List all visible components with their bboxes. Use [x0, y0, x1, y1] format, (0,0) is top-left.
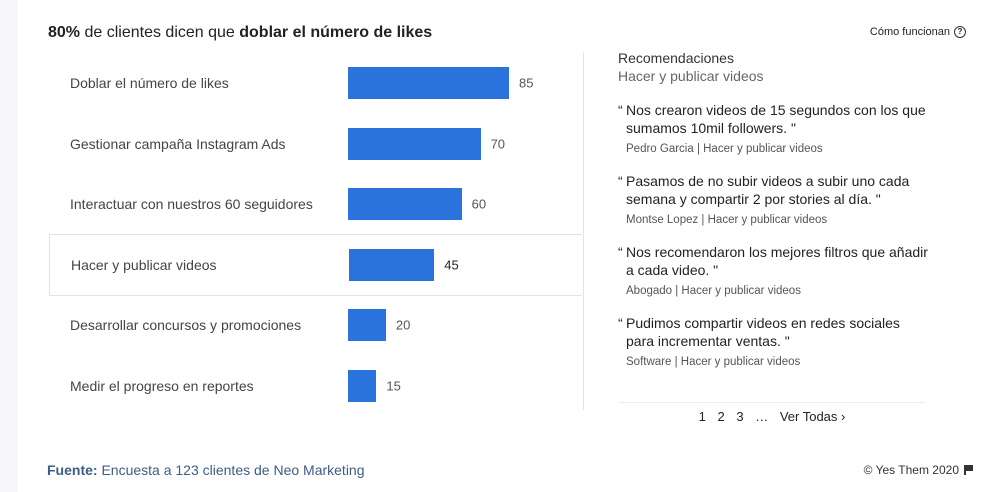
survey-card: 80% de clientes dicen que doblar el núme…	[18, 0, 985, 492]
testimonial-author: Software | Hacer y publicar videos	[626, 356, 801, 368]
chart-row[interactable]: Gestionar campaña Instagram Ads 70	[49, 113, 582, 175]
quote-mark: “	[618, 315, 623, 331]
category-label: Doblar el número de likes	[70, 75, 229, 91]
bar[interactable]	[348, 67, 509, 99]
copyright-text: © Yes Them 2020	[863, 463, 959, 477]
bar-value-label: 20	[395, 317, 411, 333]
testimonial-text-wrap: “Pudimos compartir videos en redes socia…	[618, 314, 930, 350]
copyright: © Yes Them 2020	[864, 463, 973, 477]
headline-middle: de clientes dicen que	[80, 24, 240, 41]
headline: 80% de clientes dicen que doblar el núme…	[48, 24, 432, 42]
quote-mark: “	[618, 244, 623, 260]
testimonial: “Nos crearon videos de 15 segundos con l…	[618, 101, 930, 155]
testimonial-text: Pudimos compartir videos en redes social…	[626, 315, 900, 349]
testimonial-text: Nos crearon videos de 15 segundos con lo…	[626, 102, 926, 136]
bar-value-label: 45	[444, 257, 459, 273]
category-label: Interactuar con nuestros 60 seguidores	[70, 196, 313, 213]
testimonial-text: Pasamos de no subir videos a subir uno c…	[626, 173, 910, 207]
quote-mark: “	[618, 102, 623, 118]
chart-row[interactable]: Interactuar con nuestros 60 seguidores 60	[49, 173, 582, 235]
how-it-works-link[interactable]: Cómo funcionan ?	[870, 26, 966, 38]
chart-row[interactable]: Medir el progreso en reportes 15	[49, 355, 582, 417]
quote-mark: “	[618, 173, 623, 189]
page-1-link[interactable]: 1	[698, 409, 706, 424]
category-label: Hacer y publicar videos	[71, 256, 217, 273]
bar-value-label: 60	[471, 196, 487, 212]
chart-row[interactable]: Desarrollar concursos y promociones 20	[49, 294, 582, 356]
testimonial-text-wrap: “Nos crearon videos de 15 segundos con l…	[618, 101, 930, 137]
flag-icon[interactable]	[964, 465, 973, 475]
chart-row[interactable]: Doblar el número de likes 85	[49, 52, 582, 114]
page-2-link[interactable]: 2	[717, 409, 725, 424]
bar-value-label: 85	[519, 75, 534, 91]
recommendations-panel: Recomendaciones Hacer y publicar videos …	[618, 50, 930, 368]
source-note: Fuente: Encuesta a 123 clientes de Neo M…	[47, 462, 365, 478]
pagination: 1 2 3 … Ver Todas ›	[618, 402, 926, 424]
category-label: Gestionar campaña Instagram Ads	[70, 135, 286, 152]
source-text: Encuesta a 123 clientes de Neo Marketing	[97, 462, 365, 478]
testimonial-author: Montse Lopez | Hacer y publicar videos	[626, 214, 828, 226]
testimonial-author: Abogado | Hacer y publicar videos	[626, 285, 801, 297]
bar[interactable]	[348, 309, 386, 342]
chart-row[interactable]: Hacer y publicar videos 45	[49, 233, 582, 296]
recommendations-title: Recomendaciones	[618, 50, 734, 66]
bar[interactable]	[348, 127, 481, 160]
bar-value-label: 70	[490, 136, 506, 152]
bar[interactable]	[348, 188, 462, 221]
pagination-ellipsis: …	[755, 409, 769, 424]
testimonial-text: Nos recomendaron los mejores filtros que…	[626, 244, 928, 278]
source-label: Fuente:	[47, 462, 98, 478]
testimonial: “Pasamos de no subir videos a subir uno …	[618, 172, 930, 226]
testimonial: “Nos recomendaron los mejores filtros qu…	[618, 243, 930, 297]
testimonial: “Pudimos compartir videos en redes socia…	[618, 314, 930, 368]
bar-chart: Doblar el número de likes 85 Gestionar cam…	[49, 52, 584, 412]
category-label: Medir el progreso en reportes	[70, 378, 254, 394]
testimonial-author: Pedro Garcia | Hacer y publicar videos	[626, 143, 823, 155]
page-3-link[interactable]: 3	[736, 409, 744, 424]
see-all-link[interactable]: Ver Todas ›	[779, 409, 846, 424]
headline-percent: 80%	[48, 24, 81, 41]
category-label: Desarrollar concursos y promociones	[70, 317, 302, 334]
headline-bold-end: doblar el número de likes	[239, 24, 433, 41]
bar[interactable]	[348, 370, 377, 402]
question-icon: ?	[954, 26, 966, 38]
bar-value-label: 15	[386, 378, 401, 394]
column-divider	[583, 52, 584, 410]
recommendations-subtitle: Hacer y publicar videos	[618, 68, 764, 84]
testimonial-text-wrap: “Pasamos de no subir videos a subir uno …	[618, 172, 930, 208]
how-it-works-label: Cómo funcionan	[869, 26, 950, 38]
testimonial-text-wrap: “Nos recomendaron los mejores filtros qu…	[618, 243, 930, 279]
bar[interactable]	[349, 248, 435, 281]
